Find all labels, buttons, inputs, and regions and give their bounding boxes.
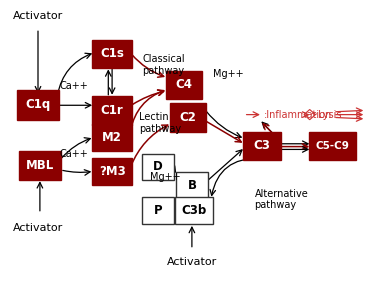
Text: C1s: C1s [100, 47, 124, 60]
Text: Activator: Activator [167, 257, 217, 267]
Text: D: D [153, 160, 163, 173]
FancyBboxPatch shape [141, 153, 174, 181]
Text: B: B [187, 179, 196, 192]
Text: C5-C9: C5-C9 [315, 141, 350, 151]
Text: C1q: C1q [25, 98, 51, 111]
Text: C1r: C1r [101, 104, 124, 117]
Text: C2: C2 [180, 111, 196, 124]
Text: C4: C4 [176, 78, 193, 91]
FancyBboxPatch shape [175, 198, 213, 224]
Text: Activator: Activator [13, 223, 63, 233]
Text: Activator: Activator [13, 10, 63, 21]
Text: :Inflammation: :Inflammation [264, 110, 332, 120]
Text: M2: M2 [102, 131, 122, 144]
Text: P: P [154, 204, 162, 217]
FancyBboxPatch shape [309, 132, 356, 160]
FancyBboxPatch shape [17, 90, 59, 119]
Text: Alternative
pathway: Alternative pathway [255, 189, 308, 210]
FancyBboxPatch shape [243, 132, 281, 160]
Text: MBL: MBL [26, 159, 54, 172]
Text: Mg++: Mg++ [150, 172, 180, 182]
FancyBboxPatch shape [92, 158, 132, 185]
FancyBboxPatch shape [141, 198, 174, 224]
FancyBboxPatch shape [19, 151, 61, 180]
Text: ~Lysis: ~Lysis [310, 110, 341, 120]
Text: C3: C3 [254, 139, 271, 152]
Text: Classical
pathway: Classical pathway [142, 54, 185, 76]
FancyBboxPatch shape [170, 103, 206, 132]
FancyBboxPatch shape [176, 172, 208, 199]
FancyBboxPatch shape [92, 40, 132, 68]
FancyBboxPatch shape [92, 124, 132, 151]
Text: Lectin
pathway: Lectin pathway [139, 112, 181, 134]
Text: C3b: C3b [181, 204, 206, 217]
Text: Ca++: Ca++ [60, 81, 89, 91]
Text: ?M3: ?M3 [99, 165, 125, 178]
FancyBboxPatch shape [166, 71, 202, 99]
Text: Mg++: Mg++ [213, 68, 244, 79]
FancyBboxPatch shape [92, 96, 132, 125]
Text: Ca++: Ca++ [60, 149, 89, 159]
